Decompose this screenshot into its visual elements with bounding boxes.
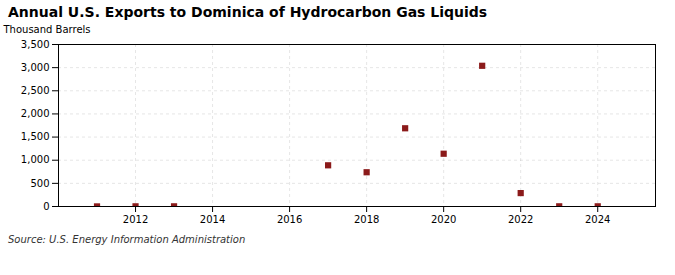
svg-text:2,500: 2,500 (21, 85, 50, 96)
svg-text:500: 500 (30, 178, 49, 189)
svg-text:3,000: 3,000 (21, 62, 50, 73)
svg-text:3,500: 3,500 (21, 39, 50, 50)
html-text:Source: U.S. Energy Informatio: Source: U.S. Energy Information Administ… (8, 234, 246, 245)
svg-text:2016: 2016 (277, 214, 302, 225)
svg-text:0: 0 (43, 201, 49, 212)
svg-text:2024: 2024 (585, 214, 610, 225)
svg-text:2022: 2022 (508, 214, 533, 225)
html-text:Annual U.S. Exports to Dominic: Annual U.S. Exports to Dominica of Hydro… (8, 4, 488, 20)
svg-text:Thousand Barrels: Thousand Barrels (3, 24, 91, 35)
svg-text:2018: 2018 (354, 214, 379, 225)
svg-text:1,500: 1,500 (21, 131, 50, 142)
svg-text:2,000: 2,000 (21, 108, 50, 119)
svg-text:2020: 2020 (431, 214, 456, 225)
svg-text:2012: 2012 (123, 214, 148, 225)
svg-text:2014: 2014 (200, 214, 225, 225)
svg-text:1,000: 1,000 (21, 154, 50, 165)
